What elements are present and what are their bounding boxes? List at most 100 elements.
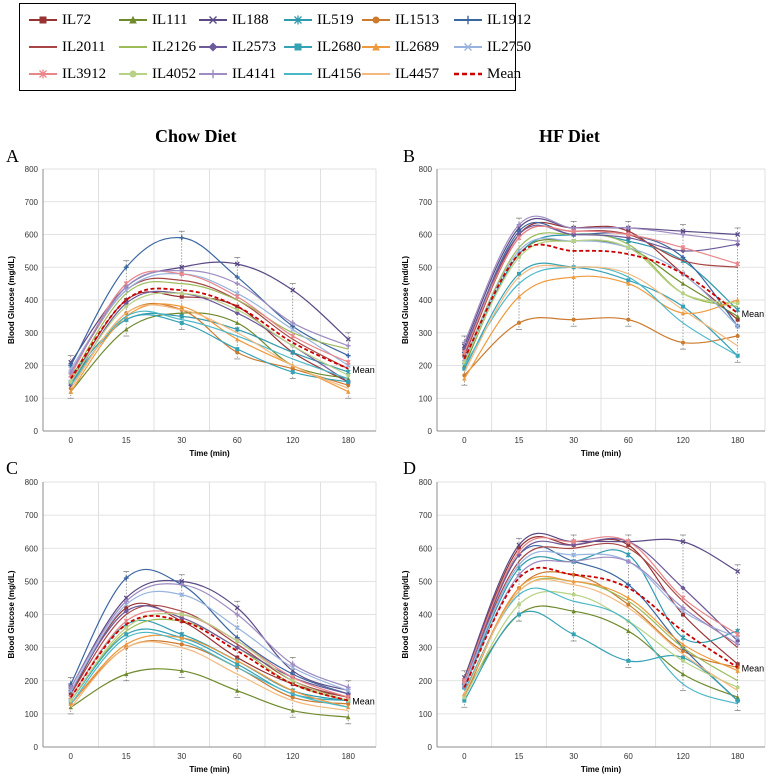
legend-entry-il2126: IL2126 — [117, 36, 196, 58]
data-point — [735, 668, 740, 673]
data-point — [179, 320, 184, 325]
data-point — [235, 655, 240, 660]
x-tick-label: 180 — [342, 752, 356, 761]
data-point — [571, 578, 576, 584]
x-tick-label: 15 — [122, 752, 131, 761]
data-point — [179, 668, 184, 673]
data-point — [290, 370, 295, 375]
series-line — [463, 262, 739, 370]
data-point — [179, 294, 184, 299]
mean-annotation: Mean — [742, 664, 765, 674]
data-point — [234, 645, 240, 651]
legend-swatch — [29, 16, 57, 24]
legend-marker — [129, 70, 137, 78]
legend-swatch — [454, 72, 482, 76]
y-tick-label: 400 — [419, 296, 433, 305]
y-axis-label: Blood Glucose (mg/dL) — [7, 570, 16, 658]
series-line — [70, 261, 349, 363]
data-point — [290, 688, 295, 693]
x-tick-label: 30 — [177, 752, 186, 761]
data-point — [571, 239, 576, 244]
y-tick-label: 800 — [25, 165, 39, 174]
data-point — [626, 658, 631, 663]
x-tick-label: 120 — [286, 436, 300, 445]
data-point — [626, 281, 631, 286]
mean-annotation: Mean — [352, 697, 375, 707]
data-point — [516, 548, 522, 555]
data-point — [234, 261, 240, 267]
series-il4052 — [462, 239, 740, 365]
data-point — [626, 317, 631, 322]
legend-label: IL4141 — [232, 65, 277, 82]
data-point — [571, 572, 576, 577]
legend-marker — [208, 42, 218, 52]
series-il4156 — [70, 631, 349, 708]
y-tick-label: 100 — [25, 710, 39, 719]
legend-swatch — [199, 16, 227, 24]
legend-swatch — [362, 16, 390, 24]
x-tick-label: 120 — [676, 752, 690, 761]
gridlines — [436, 481, 766, 748]
legend-swatch — [284, 15, 312, 25]
series-line — [463, 610, 739, 702]
legend-label: IL3912 — [62, 65, 107, 82]
data-point — [346, 379, 351, 384]
legend-swatch — [284, 43, 312, 51]
panel-letter-b: B — [403, 146, 416, 166]
series-il4156 — [70, 310, 349, 386]
data-point — [735, 301, 740, 306]
legend-label: IL4457 — [395, 65, 440, 82]
panel-letter-a: A — [6, 146, 19, 166]
series-line — [463, 566, 739, 688]
data-point — [625, 552, 631, 558]
data-point — [680, 608, 686, 614]
x-tick-label: 180 — [731, 436, 745, 445]
data-point — [516, 572, 522, 578]
data-point — [290, 320, 296, 326]
y-tick-label: 0 — [34, 427, 39, 436]
legend-label: IL2011 — [62, 38, 106, 55]
x-tick-label: 30 — [569, 436, 578, 445]
data-point — [517, 271, 521, 276]
data-point — [680, 228, 686, 234]
data-point — [462, 376, 467, 381]
data-point — [681, 612, 685, 617]
x-axis-label: Time (min) — [581, 449, 622, 458]
x-tick-label: 120 — [676, 436, 690, 445]
series-il4141 — [68, 268, 351, 375]
legend-swatch — [119, 70, 147, 78]
data-point — [571, 559, 577, 564]
data-point — [626, 229, 631, 234]
data-point — [681, 291, 685, 296]
y-tick-label: 700 — [419, 511, 433, 520]
series-line — [463, 264, 738, 373]
y-axis-label: Blood Glucose (mg/dL) — [401, 570, 410, 658]
data-point — [681, 658, 685, 663]
legend-marker — [208, 69, 218, 79]
data-point — [681, 304, 685, 309]
data-point — [346, 383, 351, 388]
y-tick-label: 700 — [419, 198, 433, 207]
data-point — [234, 605, 240, 611]
data-point — [234, 625, 240, 631]
legend-entry-il4052: IL4052 — [117, 63, 196, 85]
series-il4052 — [462, 590, 740, 700]
data-point — [516, 585, 522, 590]
data-point — [68, 369, 74, 375]
legend-entry-il2689: IL2689 — [360, 36, 439, 58]
series-il2689 — [462, 575, 740, 696]
legend-swatch — [454, 15, 482, 25]
legend-label: IL2126 — [152, 38, 197, 55]
x-axis-label: Time (min) — [581, 765, 622, 774]
legend-swatch — [284, 73, 312, 75]
y-axis-label: Blood Glucose (mg/dL) — [7, 256, 16, 344]
series-line — [463, 537, 739, 685]
data-point — [735, 232, 741, 237]
data-point — [345, 684, 351, 690]
series-il4141 — [68, 582, 351, 690]
data-point — [680, 671, 686, 677]
data-point — [124, 605, 129, 610]
data-point — [235, 662, 240, 667]
data-point — [625, 559, 631, 564]
data-point — [735, 238, 741, 244]
